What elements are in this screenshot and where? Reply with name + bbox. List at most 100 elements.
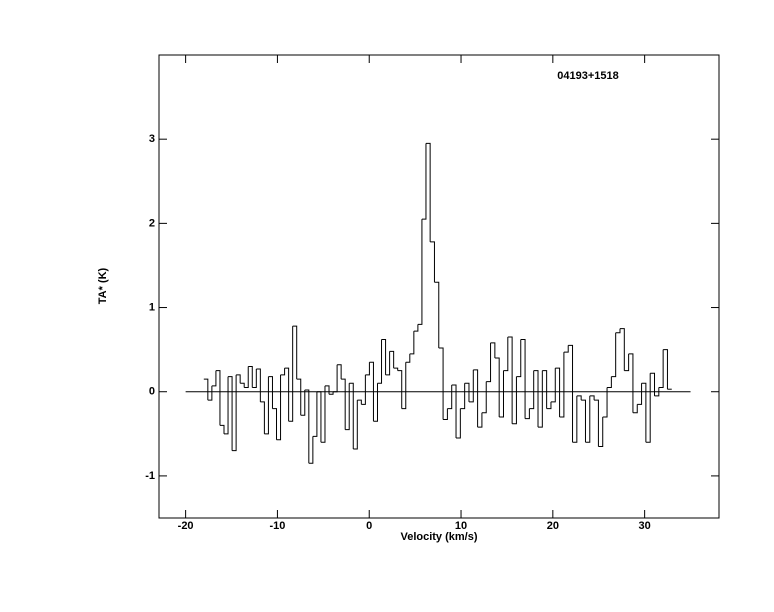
spectrum-channel: [345, 383, 350, 431]
spectrum-channel: [486, 342, 492, 383]
chart-title: 04193+1518: [557, 70, 618, 82]
spectrum-channel: [555, 367, 561, 417]
spectrum-channel: [525, 408, 530, 420]
spectrum-channel: [594, 399, 599, 447]
x-tick-label: 20: [547, 520, 559, 532]
spectrum-channel: [572, 395, 578, 443]
spectrum-channel: [538, 370, 543, 428]
spectrum-channel: [637, 383, 643, 405]
spectrum-channel: [654, 387, 660, 397]
spectrum-channel: [533, 370, 539, 428]
spectrum-channel: [284, 367, 290, 422]
x-axis-label: Velocity (km/s): [400, 531, 477, 543]
spectrum-channel: [589, 395, 595, 401]
spectrum-channel: [349, 382, 354, 449]
spectrum-channel: [288, 326, 294, 422]
x-tick-label: 10: [455, 520, 467, 532]
spectrum-channel: [377, 339, 383, 384]
spectrum-channel: [276, 374, 282, 441]
spectrum-channel: [304, 389, 310, 464]
spectrum-channel: [447, 384, 453, 410]
spectrum-channel: [329, 391, 334, 395]
spectrum-channel: [413, 324, 419, 332]
spectrum-channel: [516, 339, 522, 378]
spectrum-channel: [563, 345, 569, 353]
spectrum-channel: [228, 376, 233, 451]
spectrum-channel: [503, 337, 509, 372]
spectrum-channel: [252, 368, 257, 389]
spectrum-channel: [300, 390, 306, 416]
spectrum-channel: [456, 408, 461, 439]
spectrum-channel: [619, 328, 625, 371]
spectrum-channel: [473, 369, 479, 428]
spectrum-channel: [490, 342, 496, 359]
spectrum-channel: [361, 374, 366, 405]
spectrum-channel: [308, 436, 314, 464]
spectrum-channel: [341, 378, 346, 430]
spectrum-channel: [211, 370, 217, 387]
spectrum-channel: [215, 370, 221, 426]
spectrum-channel: [365, 362, 370, 376]
spectrum-channel: [353, 400, 358, 450]
spectrum-channel: [611, 332, 617, 378]
spectrum-channel: [542, 370, 548, 409]
spectrum-channel: [520, 339, 526, 419]
spectrum-channel: [434, 281, 440, 348]
y-axis-label: TA* (K): [97, 267, 109, 304]
spectrum-channel: [236, 374, 241, 384]
spectrum-channel: [602, 387, 608, 418]
spectrum-channel: [451, 384, 457, 439]
spectrum-channel: [443, 408, 448, 421]
spectrum-channel: [468, 369, 474, 403]
spectrum-channel: [373, 383, 378, 422]
spectrum-channel: [650, 372, 656, 396]
spectrum-channel: [240, 382, 245, 388]
spectrum-channel: [477, 412, 483, 428]
spectrum-channel: [316, 391, 322, 443]
y-tick-label: 2: [149, 217, 155, 229]
spectrum-channel: [393, 367, 399, 371]
spectrum-channel: [260, 401, 265, 434]
spectrum-channel: [568, 344, 574, 443]
y-tick-label: 3: [149, 133, 155, 145]
spectrum-channel: [438, 347, 444, 420]
spectrum-channel: [333, 364, 338, 393]
y-tick-label: 1: [149, 301, 155, 313]
spectrum-channel: [481, 381, 487, 414]
spectrum-channel: [401, 362, 407, 410]
spectrum-channel: [324, 385, 330, 395]
y-tick-label: -1: [145, 470, 155, 482]
spectrum-channel: [385, 351, 391, 376]
spectrum-channel: [581, 399, 586, 443]
spectrum-channel: [320, 385, 326, 443]
spectrum-channel: [337, 364, 342, 380]
spectrum-channel: [464, 382, 470, 402]
spectrum-channel: [585, 395, 591, 443]
spectrum-channel: [296, 378, 302, 416]
spectrum-channel: [244, 366, 249, 389]
spectrum-channel: [357, 399, 362, 405]
spectrum-channel: [658, 349, 664, 389]
spectrum-channel: [550, 368, 556, 403]
spectrum-channel: [409, 331, 415, 355]
spectrum-channel: [369, 361, 374, 422]
spectrum-channel: [280, 368, 286, 376]
spectrum-channel: [268, 376, 273, 409]
spectrum-channel: [219, 424, 225, 434]
spectrum-channel: [607, 376, 612, 389]
spectrum-channel: [494, 357, 500, 417]
spectrum-channel: [421, 143, 427, 220]
spectrum-channel: [203, 378, 209, 401]
spectrum-channel: [598, 416, 604, 447]
x-tick-label: 30: [639, 520, 651, 532]
spectrum-channel: [405, 353, 411, 363]
x-tick-label: 0: [366, 520, 372, 532]
spectrum-channel: [645, 373, 651, 443]
spectrum-channel: [389, 350, 395, 369]
spectrum-channel: [529, 370, 535, 410]
spectrum-channel: [460, 383, 466, 410]
spectrum-channel: [512, 376, 517, 425]
spectrum-channel: [624, 353, 630, 372]
y-tick-label: 0: [149, 386, 155, 398]
